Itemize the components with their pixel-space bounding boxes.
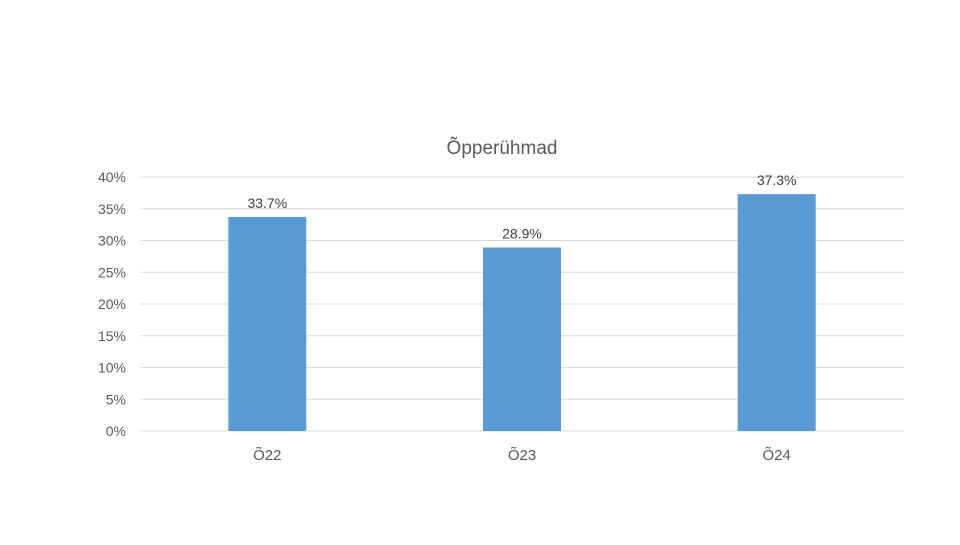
data-label: 28.9% [502,225,542,241]
y-tick-label: 25% [98,264,126,280]
x-category-label: Õ23 [508,447,536,464]
x-category-label: Õ22 [253,447,281,464]
y-tick-label: 35% [98,201,126,217]
y-tick-label: 5% [106,391,126,407]
bar-Õ23 [483,247,561,431]
y-tick-label: 15% [98,328,126,344]
bars [228,194,816,431]
y-tick-label: 20% [98,296,126,312]
x-category-label: Õ24 [762,447,790,464]
bar-Õ22 [228,217,307,431]
data-label: 37.3% [757,172,797,188]
data-labels: 33.7% 28.9% 37.3% [247,172,796,241]
bar-Õ24 [737,194,816,431]
y-tick-label: 0% [106,423,126,439]
y-tick-label: 10% [98,360,126,376]
chart-title: Õpperühmad [447,137,558,159]
y-axis-ticks: 0% 5% 10% 15% 20% 25% 30% 35% 40% [98,169,126,439]
y-tick-label: 30% [98,233,126,249]
y-tick-label: 40% [98,169,126,185]
x-axis-categories: Õ22 Õ23 Õ24 [253,447,791,464]
data-label: 33.7% [247,195,287,211]
